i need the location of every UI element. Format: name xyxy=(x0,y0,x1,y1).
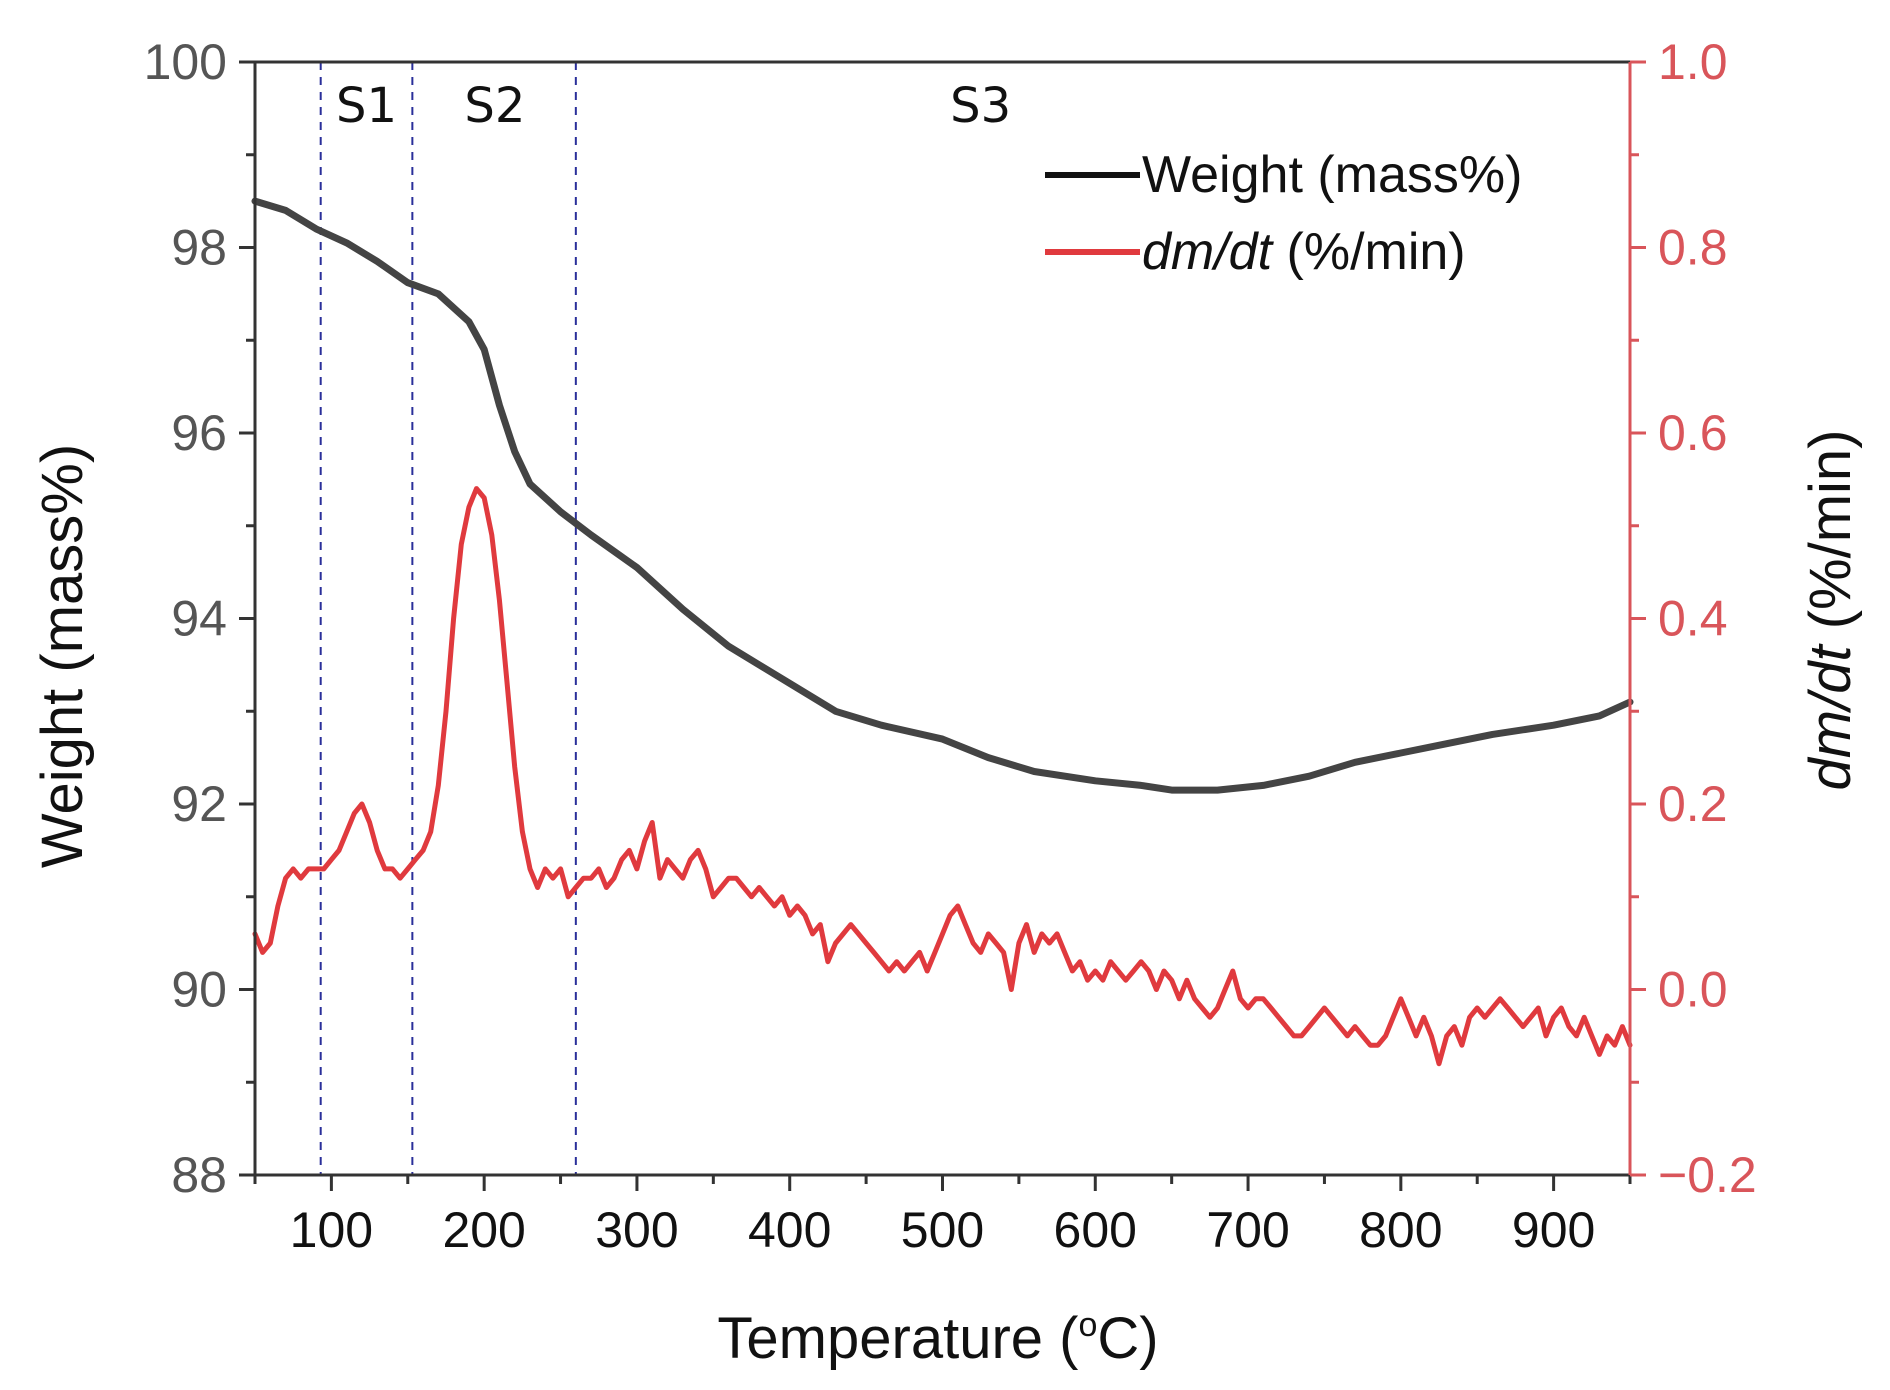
x-tick-label: 100 xyxy=(290,1202,373,1258)
x-axis-unit: C) xyxy=(1097,1306,1158,1371)
y-right-tick-label: −0.2 xyxy=(1658,1147,1757,1203)
stage-label: S3 xyxy=(950,78,1011,134)
weight-curve xyxy=(251,197,1634,794)
x-tick-label: 800 xyxy=(1359,1202,1442,1258)
y-right-title-rest: (%/min) xyxy=(1798,430,1863,646)
x-tick-label: 400 xyxy=(748,1202,831,1258)
y-right-axis-title: dm/dt (%/min) xyxy=(1798,430,1863,791)
y-right-tick-label: 0.4 xyxy=(1658,591,1728,647)
y-right-tick-label: 1.0 xyxy=(1658,34,1728,90)
y-left-tick-label: 88 xyxy=(171,1147,227,1203)
x-axis-title: Temperature (oC) xyxy=(717,1306,1158,1371)
y-left-tick-label: 98 xyxy=(171,220,227,276)
y-right-tick-label: 0.8 xyxy=(1658,220,1728,276)
y-left-axis-title: Weight (mass%) xyxy=(30,444,95,868)
series-weight xyxy=(251,197,1634,794)
x-tick-label: 200 xyxy=(442,1202,525,1258)
y-left-tick-label: 90 xyxy=(171,962,227,1018)
y-left-tick-label: 92 xyxy=(171,776,227,832)
x-tick-label: 300 xyxy=(595,1202,678,1258)
x-tick-label: 900 xyxy=(1512,1202,1595,1258)
legend-weight-label: Weight (mass%) xyxy=(1142,146,1522,204)
x-axis-degree: o xyxy=(1078,1306,1097,1344)
legend: Weight (mass%) dm/dt (%/min) xyxy=(1045,146,1522,281)
y-right-tick-label: 0.2 xyxy=(1658,776,1728,832)
stage-label: S1 xyxy=(336,78,397,134)
y-right-title-italic: dm/dt xyxy=(1798,643,1863,791)
x-tick-label: 700 xyxy=(1206,1202,1289,1258)
stage-label: S2 xyxy=(464,78,525,134)
legend-dmdt-label: dm/dt (%/min) xyxy=(1142,223,1466,281)
dmdt-curve xyxy=(252,486,1633,1067)
series-dmdt xyxy=(252,486,1633,1067)
y-left-tick-label: 96 xyxy=(171,405,227,461)
x-tick-label: 600 xyxy=(1054,1202,1137,1258)
legend-dmdt-rest: (%/min) xyxy=(1272,223,1466,281)
y-right-tick-label: 0.0 xyxy=(1658,962,1728,1018)
x-axis-title-main: Temperature ( xyxy=(717,1306,1078,1371)
legend-dmdt-italic: dm/dt xyxy=(1142,223,1275,281)
x-tick-label: 500 xyxy=(901,1202,984,1258)
y-right-tick-label: 0.6 xyxy=(1658,405,1728,461)
y-left-tick-label: 100 xyxy=(144,34,227,90)
y-left-tick-label: 94 xyxy=(171,591,227,647)
